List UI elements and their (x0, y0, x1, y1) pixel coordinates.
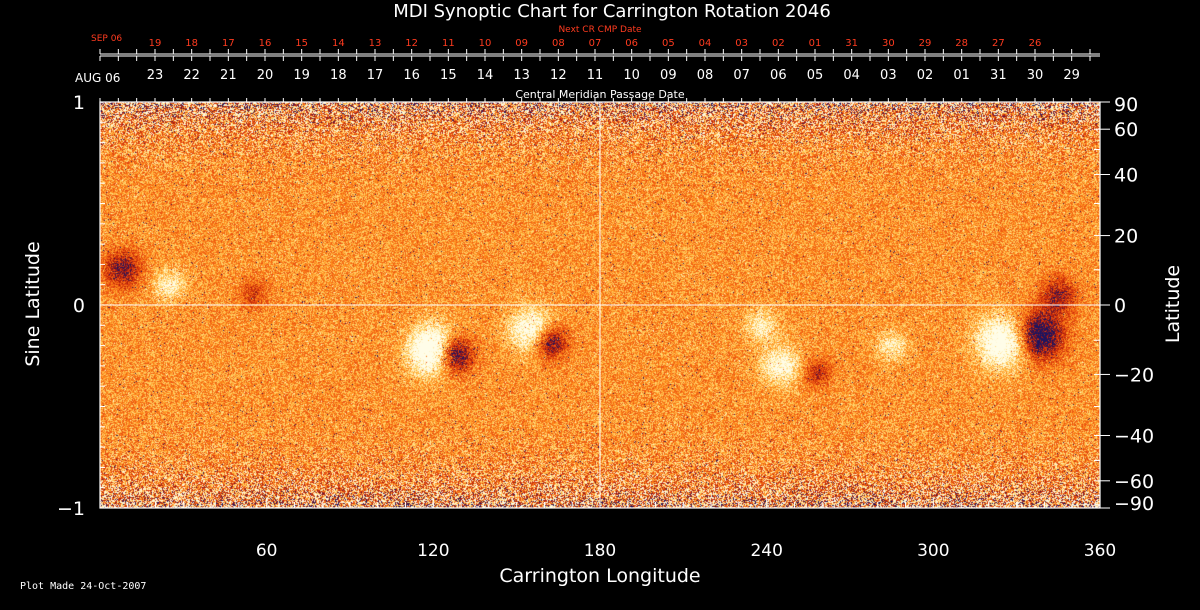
chart-title: MDI Synoptic Chart for Carrington Rotati… (393, 1, 831, 22)
cmp-axis-date-label: 12 (550, 68, 567, 83)
y-axis-title-right: Latitude (1162, 265, 1184, 343)
next-cmp-axis-date-label: 27 (992, 38, 1005, 49)
next-cmp-axis-date-label: 11 (442, 38, 455, 49)
y-right-tick-label: 40 (1114, 165, 1138, 187)
cmp-axis-date-label: 21 (220, 68, 237, 83)
next-cmp-axis-date-label: 16 (259, 38, 272, 49)
cmp-axis-date-label: 19 (293, 68, 310, 83)
cmp-axis-date-label: 14 (477, 68, 494, 83)
next-cmp-axis-date-label: 18 (185, 38, 198, 49)
next-cmp-axis-date-label: 10 (479, 38, 492, 49)
cmp-axis-date-label: 09 (660, 68, 677, 83)
cmp-axis-date-label: 08 (697, 68, 714, 83)
cmp-axis-date-label: 29 (1063, 68, 1080, 83)
y-right-tick-label: −90 (1114, 493, 1154, 515)
x-tick-label: 300 (917, 541, 949, 561)
y-axis-title-left: Sine Latitude (22, 241, 44, 366)
cmp-axis-date-label: 16 (403, 68, 420, 83)
cmp-axis-date-label: 22 (183, 68, 200, 83)
x-tick-label: 240 (750, 541, 782, 561)
y-left-tick-label: 1 (73, 92, 85, 114)
cmp-axis-date-label: 23 (147, 68, 164, 83)
cmp-axis-date-label: 15 (440, 68, 457, 83)
next-cmp-axis-date-label: 31 (845, 38, 858, 49)
y-left-tick-label: −1 (57, 498, 85, 520)
chart-axes: 60 120 180 240 300 36010−1906040200−20−40−60−… (57, 38, 1154, 561)
x-tick-label: 360 (1084, 541, 1116, 561)
cmp-axis-label: Central Meridian Passage Date (515, 88, 684, 101)
y-right-tick-label: 0 (1114, 295, 1126, 317)
cmp-axis-date-label: 17 (367, 68, 384, 83)
y-right-tick-label: 20 (1114, 226, 1138, 248)
x-tick-label: 120 (417, 541, 449, 561)
magnetogram-map (100, 102, 1100, 508)
next-cmp-axis-date-label: 07 (589, 38, 602, 49)
y-right-tick-label: −20 (1114, 364, 1154, 386)
cmp-axis-date-label: 01 (953, 68, 970, 83)
next-cmp-axis-date-label: 08 (552, 38, 565, 49)
next-cmp-axis-date-label: 03 (735, 38, 748, 49)
cmp-axis-date-label: 18 (330, 68, 347, 83)
y-left-tick-label: 0 (73, 295, 85, 317)
cmp-axis-date-label: 31 (990, 68, 1007, 83)
x-tick-label: 180 (584, 541, 616, 561)
next-cmp-axis-label: Next CR CMP Date (558, 25, 642, 35)
cmp-axis-date-label: 05 (807, 68, 824, 83)
x-axis-title: Carrington Longitude (499, 565, 700, 587)
cmp-axis-date-label: 11 (587, 68, 604, 83)
next-cmp-axis-date-label: 12 (405, 38, 418, 49)
cmp-axis-date-label: 20 (257, 68, 274, 83)
cmp-axis-date-label: 02 (917, 68, 934, 83)
next-cmp-axis-date-label: 19 (149, 38, 162, 49)
cmp-start-label: AUG 06 (75, 71, 120, 85)
next-cmp-axis-date-label: 26 (1029, 38, 1042, 49)
next-cmp-axis-date-label: 30 (882, 38, 895, 49)
cmp-axis-date-label: 10 (623, 68, 640, 83)
next-cmp-axis-date-label: 15 (295, 38, 308, 49)
cmp-axis-date-label: 30 (1027, 68, 1044, 83)
next-cmp-axis-date-label: 04 (699, 38, 712, 49)
next-cmp-axis-date-label: 01 (809, 38, 822, 49)
cmp-axis-date-label: 06 (770, 68, 787, 83)
next-cmp-axis-date-label: 17 (222, 38, 235, 49)
cmp-axis-date-label: 03 (880, 68, 897, 83)
y-right-tick-label: 60 (1114, 119, 1138, 141)
next-cmp-axis-date-label: 09 (515, 38, 528, 49)
cmp-axis-date-label: 04 (843, 68, 860, 83)
next-cmp-axis-date-label: 06 (625, 38, 638, 49)
next-cmp-axis-date-label: 28 (955, 38, 968, 49)
y-right-tick-label: 90 (1114, 94, 1138, 116)
next-cmp-axis-date-label: 14 (332, 38, 345, 49)
y-right-tick-label: −60 (1114, 471, 1154, 493)
next-cmp-axis-date-label: 13 (369, 38, 382, 49)
cmp-axis-date-label: 13 (513, 68, 530, 83)
next-cmp-axis-date-label: 02 (772, 38, 785, 49)
next-cmp-axis-date-label: 05 (662, 38, 675, 49)
cmp-axis-date-label: 07 (733, 68, 750, 83)
y-right-tick-label: −40 (1114, 425, 1154, 447)
plot-made-note: Plot Made 24-Oct-2007 (20, 581, 146, 592)
x-tick-label: 60 (256, 541, 278, 561)
next-cmp-start-label: SEP 06 (91, 34, 122, 44)
next-cmp-axis-date-label: 29 (919, 38, 932, 49)
